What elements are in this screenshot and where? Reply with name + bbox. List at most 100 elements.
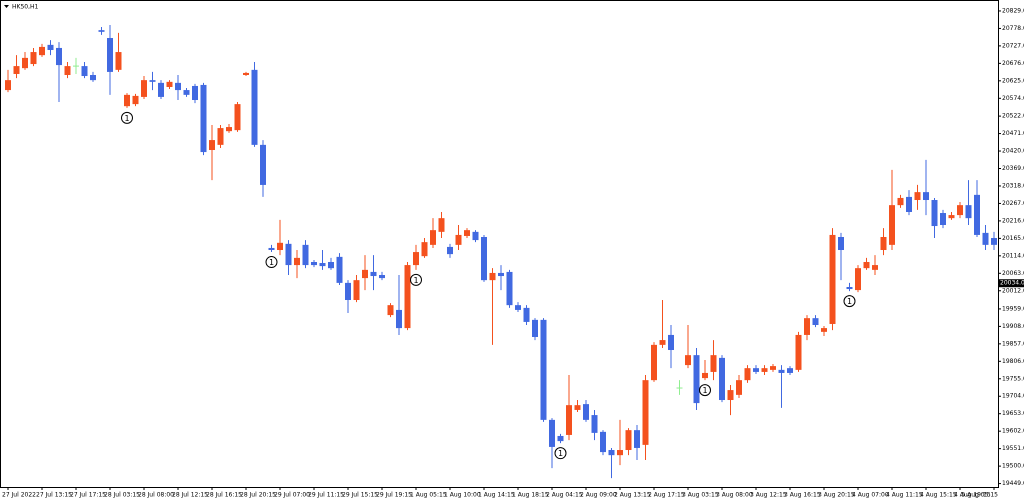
candle-body xyxy=(370,271,377,277)
candle-body xyxy=(22,57,28,69)
x-tick-label: 27 Jul 13:15 xyxy=(36,492,72,499)
x-tick-label: 3 Aug 20:15 xyxy=(818,492,855,499)
annotation-circle xyxy=(699,384,711,397)
x-tick-label: 5 Aug 05:15 xyxy=(961,492,998,499)
y-tick-label: 20267.0 xyxy=(1002,200,1024,207)
candle-body xyxy=(464,230,470,236)
y-tick-label: 19449.0 xyxy=(1002,480,1024,487)
candle-body xyxy=(387,305,394,316)
y-tick-label: 20114.0 xyxy=(1002,252,1024,259)
candle-body xyxy=(982,232,989,245)
candle-body xyxy=(940,213,946,226)
candle-body xyxy=(744,368,751,381)
x-tick-label: 4 Aug 15:15 xyxy=(920,492,957,499)
candle-body xyxy=(948,215,955,219)
x-tick-label: 3 Aug 08:00 xyxy=(716,492,753,499)
candle-body xyxy=(64,66,71,76)
candle-body xyxy=(574,405,581,410)
y-tick-label: 20625.0 xyxy=(1002,77,1024,84)
candle-body xyxy=(855,268,861,291)
y-tick-label: 19704.0 xyxy=(1002,393,1024,400)
last-price-label: 20034.0 xyxy=(1000,280,1024,287)
candle-body xyxy=(523,307,530,322)
candle-body xyxy=(838,236,844,251)
x-tick-label: 4 Aug 19:15 xyxy=(954,492,991,499)
candle-body xyxy=(557,435,564,442)
candle-body xyxy=(192,85,198,101)
candle-body xyxy=(379,275,385,279)
x-tick-label: 29 Jul 19:15 xyxy=(376,492,412,499)
candle-body xyxy=(770,366,776,370)
candle-body xyxy=(506,271,513,306)
candle-body xyxy=(141,80,147,97)
candle-body xyxy=(804,318,810,335)
candle-body xyxy=(863,261,870,269)
candle-body xyxy=(753,368,759,372)
y-tick-label: 20420.0 xyxy=(1002,148,1024,155)
x-tick-label: 1 Aug 05:15 xyxy=(410,492,447,499)
candle-body xyxy=(13,66,20,74)
candle-body xyxy=(931,200,938,227)
annotation-label: 1 xyxy=(702,386,707,395)
candle-body xyxy=(872,265,878,270)
candle-body xyxy=(107,38,113,72)
candle-body xyxy=(617,450,623,456)
x-tick-label: 1 Aug 10:00 xyxy=(444,492,481,499)
candle-body xyxy=(668,334,674,351)
candle-body xyxy=(149,80,156,82)
x-tick-label: 1 Aug 14:15 xyxy=(478,492,515,499)
candle-body xyxy=(413,252,419,266)
candle-body xyxy=(702,372,708,379)
last-price-box xyxy=(998,279,1024,288)
candle-body xyxy=(234,104,241,131)
candle-body xyxy=(957,205,963,216)
y-tick-label: 20778.0 xyxy=(1002,25,1024,32)
candle-body xyxy=(226,127,232,132)
candle-body xyxy=(47,44,54,51)
candle-body xyxy=(489,272,496,281)
x-tick-label: 29 Jul 11:15 xyxy=(308,492,344,499)
x-tick-label: 27 Jul 2022 xyxy=(2,492,36,499)
candle-body xyxy=(183,90,190,95)
candle-body xyxy=(404,265,411,329)
y-tick-label: 20522.0 xyxy=(1002,113,1024,120)
candle-body xyxy=(251,69,258,145)
candle-body xyxy=(158,82,164,97)
candle-body xyxy=(30,52,37,65)
candle-body xyxy=(319,263,326,267)
candle-body xyxy=(311,261,317,266)
candle-body xyxy=(719,357,725,401)
x-tick-label: 2 Aug 17:15 xyxy=(648,492,685,499)
candle-body xyxy=(897,197,904,206)
candle-body xyxy=(566,405,572,435)
y-tick-label: 19653.0 xyxy=(1002,410,1024,417)
annotation-circle xyxy=(843,295,856,308)
y-tick-label: 20369.0 xyxy=(1002,165,1024,172)
candle-body xyxy=(965,205,972,219)
candle-body xyxy=(430,230,436,245)
candle-body xyxy=(583,404,589,420)
x-tick-label: 28 Jul 20:15 xyxy=(240,492,276,499)
y-tick-label: 19755.0 xyxy=(1002,375,1024,382)
candle-body xyxy=(821,328,827,332)
candle-body xyxy=(56,47,62,66)
candle-body xyxy=(498,272,504,277)
candle-body xyxy=(549,419,555,447)
candle-body xyxy=(787,368,793,373)
y-tick-label: 19500.0 xyxy=(1002,463,1024,470)
candle-body xyxy=(166,81,173,87)
candle-body xyxy=(778,369,785,373)
y-tick-label: 19602.0 xyxy=(1002,428,1024,435)
x-tick-label: 3 Aug 16:15 xyxy=(784,492,821,499)
x-tick-label: 3 Aug 03:15 xyxy=(682,492,719,499)
candle-body xyxy=(268,247,275,251)
candle-body xyxy=(812,318,819,326)
candle-body xyxy=(277,242,283,251)
candle-body xyxy=(736,380,742,395)
candle-body xyxy=(98,30,105,32)
y-tick-label: 20727.0 xyxy=(1002,42,1024,49)
x-tick-label: 2 Aug 13:15 xyxy=(614,492,651,499)
candle-body xyxy=(880,236,887,251)
candle-body xyxy=(795,334,802,370)
